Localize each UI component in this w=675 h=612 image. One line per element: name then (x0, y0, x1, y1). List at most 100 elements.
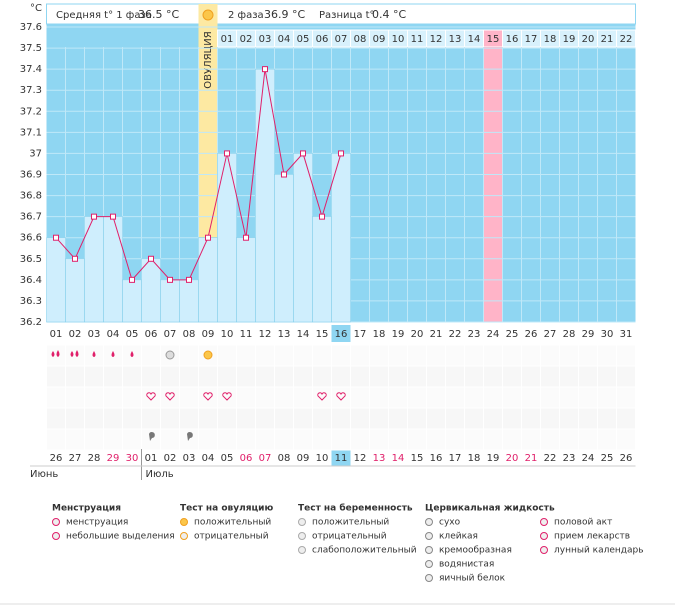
spotting-icon (130, 351, 134, 357)
temperature-point (186, 276, 192, 283)
temperature-bar (160, 279, 180, 323)
calendar-date: 06 (240, 453, 253, 464)
symbol-cell (540, 428, 560, 451)
day-number: 24 (487, 329, 500, 340)
symbol-cell (293, 344, 313, 367)
luteal-day: 20 (582, 34, 595, 45)
symbol-cell (217, 407, 237, 430)
luteal-day: 15 (487, 34, 500, 45)
legend-icon (540, 532, 548, 540)
luteal-day: 10 (392, 34, 405, 45)
symbol-cell (84, 428, 104, 451)
symbol-cell (122, 386, 142, 409)
symbol-cell (388, 365, 408, 388)
symbol-cell (502, 386, 522, 409)
day-number: 29 (582, 329, 595, 340)
symbol-cell (616, 365, 636, 388)
symbol-cell (559, 344, 579, 367)
day-number: 19 (392, 329, 405, 340)
legend-icon (298, 546, 306, 554)
symbol-cell (578, 386, 598, 409)
y-tick-label: 37.6 (20, 22, 42, 33)
symbol-cell (312, 365, 332, 388)
symbol-cell (521, 407, 541, 430)
temperature-point (72, 255, 78, 262)
symbol-cell (198, 386, 218, 409)
symbol-cell (122, 407, 142, 430)
symbol-cell (160, 386, 180, 409)
day-number: 03 (88, 329, 101, 340)
calendar-date: 20 (506, 453, 519, 464)
luteal-day: 02 (240, 34, 253, 45)
symbol-cell (179, 365, 199, 388)
symbol-cell (331, 344, 351, 367)
symbol-cell (426, 344, 446, 367)
symbol-cell (217, 386, 237, 409)
day-number: 04 (107, 329, 120, 340)
y-unit: °C (30, 3, 42, 14)
intercourse-icon (146, 392, 156, 401)
symbol-cell (521, 344, 541, 367)
symbol-cell (160, 428, 180, 451)
temperature-line (55, 69, 342, 281)
symbol-cell (464, 428, 484, 451)
symbol-cell (293, 407, 313, 430)
symbol-cell (46, 365, 66, 388)
symbol-cell (293, 365, 313, 388)
symbol-cell (521, 365, 541, 388)
temperature-bar (122, 279, 142, 323)
symbol-cell (369, 386, 389, 409)
y-tick-label: 36.7 (20, 212, 42, 223)
temperature-point (262, 66, 268, 73)
legend-icon (425, 546, 433, 554)
symbol-cell (407, 428, 427, 451)
symbol-cell (236, 386, 256, 409)
temperature-point (148, 255, 154, 262)
ovulation-icon (202, 9, 214, 21)
symbol-cell (255, 407, 275, 430)
luteal-day: 09 (373, 34, 386, 45)
symbol-cell (388, 386, 408, 409)
calendar-date: 25 (601, 453, 614, 464)
calendar-date: 19 (487, 453, 500, 464)
temperature-bar (65, 258, 85, 323)
symbol-cell (46, 407, 66, 430)
calendar-date: 21 (525, 453, 538, 464)
symbol-cell (502, 407, 522, 430)
symbol-cell (103, 407, 123, 430)
symbol-cell (46, 428, 66, 451)
day-number: 25 (506, 329, 519, 340)
temperature-point (338, 150, 344, 157)
today-date-cell (331, 449, 351, 466)
symbol-cell (84, 386, 104, 409)
calendar-date: 04 (202, 453, 215, 464)
symbol-cell (65, 407, 85, 430)
legend-item: менструация (66, 518, 128, 528)
symbol-cell (616, 344, 636, 367)
symbol-cell (369, 365, 389, 388)
symbol-cell (46, 386, 66, 409)
temperature-bar (179, 279, 199, 323)
symbol-cell (597, 407, 617, 430)
symbol-cell (312, 428, 332, 451)
legend-item: прием лекарств (554, 532, 630, 542)
legend-icon (180, 532, 188, 540)
symbol-cell (597, 386, 617, 409)
symbol-cell (103, 365, 123, 388)
y-tick-label: 37.5 (20, 43, 42, 54)
symbol-cell (198, 365, 218, 388)
day-number: 22 (449, 329, 462, 340)
symbol-cell (483, 428, 503, 451)
symbol-cell (597, 428, 617, 451)
symbol-cell (160, 407, 180, 430)
legend-item: клейкая (439, 532, 478, 542)
y-tick-label: 37.2 (20, 106, 42, 117)
symbol-cell (217, 428, 237, 451)
symbol-cell (312, 386, 332, 409)
day-number: 01 (50, 329, 63, 340)
temperature-bar (217, 153, 237, 323)
creamy-icon (187, 432, 193, 441)
symbol-cell (540, 407, 560, 430)
symbol-cell (559, 428, 579, 451)
